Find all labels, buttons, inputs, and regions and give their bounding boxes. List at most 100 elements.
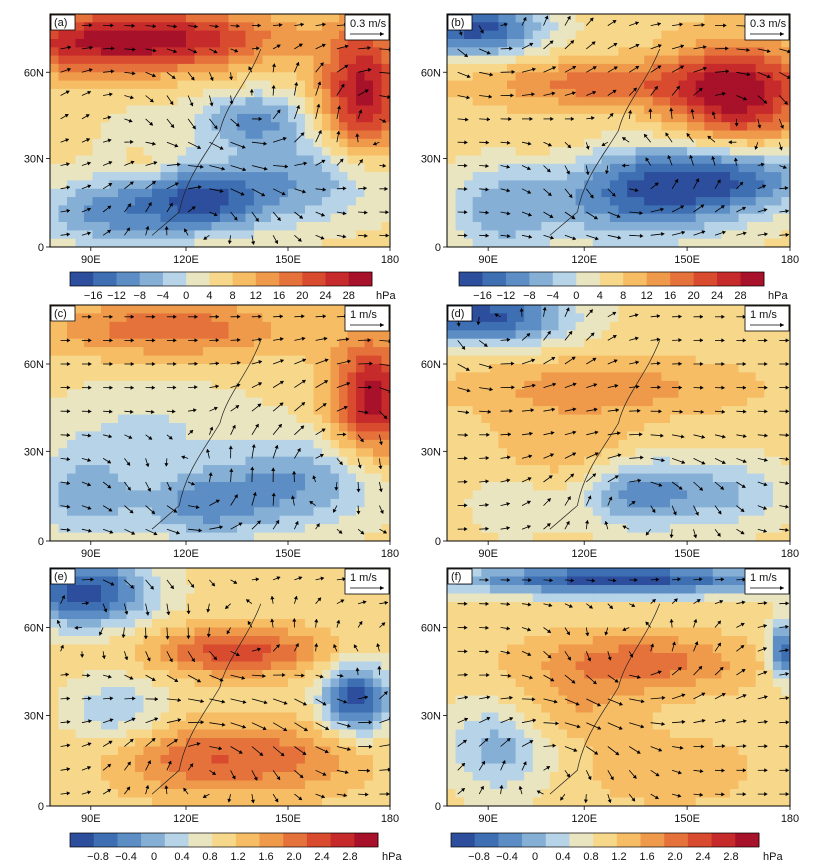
wind-arrowhead <box>255 423 259 428</box>
field-cell <box>644 230 654 240</box>
field-cell <box>592 88 602 98</box>
field-cell <box>373 205 383 215</box>
field-cell <box>558 47 568 57</box>
field-cell <box>75 113 85 123</box>
field-cell <box>635 39 645 48</box>
field-cell <box>575 55 585 65</box>
field-cell <box>271 338 281 348</box>
field-cell <box>296 47 306 57</box>
y-tick-label: 30N <box>421 153 441 165</box>
wind-vectors-c <box>60 314 390 536</box>
field-cell <box>135 321 145 331</box>
field-cell <box>364 456 374 466</box>
field-cell <box>481 456 491 466</box>
field-cell <box>489 163 500 173</box>
field-cell <box>373 482 383 491</box>
field-cell <box>254 113 264 123</box>
field-cell <box>678 80 688 90</box>
wind-arrowhead <box>667 155 672 160</box>
field-cell <box>101 355 111 365</box>
field-cell <box>305 14 315 23</box>
field-cell <box>687 30 697 40</box>
field-cell <box>50 431 60 441</box>
field-cell <box>228 113 238 123</box>
wind-arrowhead <box>274 444 279 449</box>
field-cell <box>678 172 688 181</box>
field-cell <box>549 122 560 132</box>
field-cell <box>186 321 196 331</box>
field-cell <box>618 355 628 365</box>
field-cell <box>143 72 153 82</box>
field-cell <box>464 364 474 373</box>
field-cell <box>575 515 585 525</box>
field-cell <box>592 380 602 390</box>
field-cell <box>627 222 637 231</box>
field-cell <box>567 213 577 223</box>
field-cell <box>524 482 534 491</box>
field-cell <box>296 305 306 314</box>
wind-arrowhead <box>276 109 281 114</box>
field-cell <box>455 72 465 82</box>
field-cell <box>262 406 272 416</box>
field-cell <box>237 222 247 231</box>
field-cell <box>58 397 68 407</box>
field-cell <box>245 213 255 223</box>
field-cell <box>50 155 60 165</box>
field-cell <box>618 230 628 240</box>
field-cell <box>447 138 457 148</box>
field-cell <box>541 397 551 407</box>
field-cell <box>455 39 465 48</box>
field-cell <box>356 63 366 73</box>
field-cell <box>364 498 374 508</box>
field-cell <box>296 188 306 198</box>
field-cell <box>262 172 272 181</box>
field-cell <box>558 122 568 132</box>
field-cell <box>160 330 170 340</box>
field-cell <box>772 47 783 57</box>
field-cell <box>472 414 482 424</box>
field-cell <box>524 490 534 500</box>
field-cell <box>262 188 272 198</box>
field-cell <box>447 355 457 365</box>
field-cell <box>75 532 85 541</box>
field-cell <box>330 163 340 173</box>
wind-arrowhead <box>109 338 113 343</box>
field-cell <box>203 305 213 314</box>
field-cell <box>472 397 482 407</box>
field-cell <box>84 155 94 165</box>
field-cell <box>186 122 196 132</box>
field-cell <box>194 230 204 240</box>
wind-arrowhead <box>339 461 343 466</box>
field-cell <box>489 389 500 399</box>
field-cell <box>194 213 204 223</box>
wind-arrowhead <box>385 233 390 238</box>
field-cell <box>541 22 551 32</box>
wind-arrowhead <box>294 521 299 526</box>
field-cell <box>143 55 153 65</box>
field-cell <box>211 364 221 373</box>
field-cell <box>109 338 119 348</box>
field-cell <box>601 431 611 441</box>
field-cell <box>152 22 162 32</box>
wind-arrowhead <box>550 116 554 121</box>
wind-arrowhead <box>764 232 768 237</box>
field-cell <box>152 414 162 424</box>
field-cell <box>109 330 119 340</box>
field-cell <box>498 197 508 206</box>
field-cell <box>712 55 722 65</box>
field-cell <box>549 465 560 475</box>
wind-arrowhead <box>489 72 494 77</box>
wind-arrowhead <box>529 116 533 121</box>
field-cell <box>524 524 534 534</box>
field-cell <box>524 14 534 23</box>
field-cell <box>262 63 272 73</box>
field-cell <box>160 305 170 314</box>
wind-arrowhead <box>168 435 173 440</box>
field-cell <box>455 473 465 483</box>
field-cell <box>84 321 94 331</box>
field-cell <box>84 14 94 23</box>
field-cell <box>747 80 757 90</box>
field-cell <box>601 347 611 357</box>
wind-arrowhead <box>322 314 327 319</box>
field-cell <box>558 105 568 115</box>
